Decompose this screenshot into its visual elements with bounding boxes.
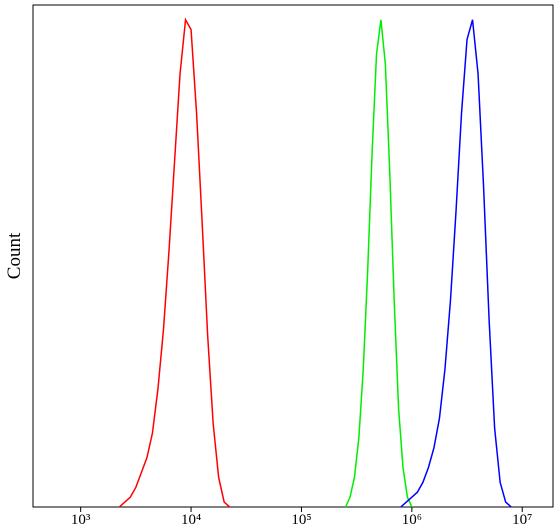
histogram-line <box>400 19 512 508</box>
x-tick-label: 10⁷ <box>512 512 532 528</box>
y-axis-label: Count <box>4 232 25 279</box>
x-tick-label: 10⁵ <box>291 512 311 528</box>
histogram-line <box>344 19 413 508</box>
x-tick-label: 10⁶ <box>402 512 422 528</box>
x-tick-label: 10³ <box>71 512 91 528</box>
plot-frame <box>32 4 554 508</box>
x-tick-label: 10⁴ <box>181 512 201 528</box>
histogram-line <box>118 17 231 508</box>
